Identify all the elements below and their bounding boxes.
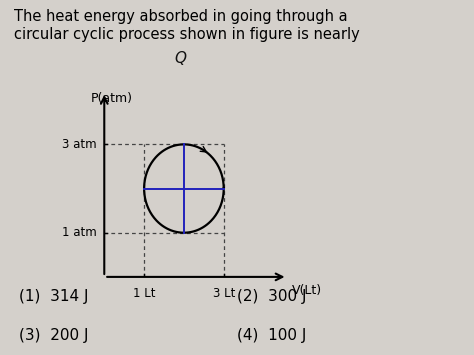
Text: The heat energy absorbed in going through a: The heat energy absorbed in going throug… bbox=[14, 9, 348, 24]
Text: Q: Q bbox=[174, 51, 186, 66]
Text: circular cyclic process shown in figure is nearly: circular cyclic process shown in figure … bbox=[14, 27, 360, 42]
Text: 3 Lt: 3 Lt bbox=[212, 286, 235, 300]
Text: 1 atm: 1 atm bbox=[63, 226, 97, 239]
Text: (1)  314 J: (1) 314 J bbox=[19, 289, 89, 304]
Text: 3 atm: 3 atm bbox=[63, 138, 97, 151]
Text: 1 Lt: 1 Lt bbox=[133, 286, 155, 300]
Text: (4)  100 J: (4) 100 J bbox=[237, 328, 306, 343]
Text: P(atm): P(atm) bbox=[91, 92, 132, 105]
Text: (2)  300 J: (2) 300 J bbox=[237, 289, 307, 304]
Text: V(Lt): V(Lt) bbox=[292, 284, 321, 296]
Text: (3)  200 J: (3) 200 J bbox=[19, 328, 89, 343]
